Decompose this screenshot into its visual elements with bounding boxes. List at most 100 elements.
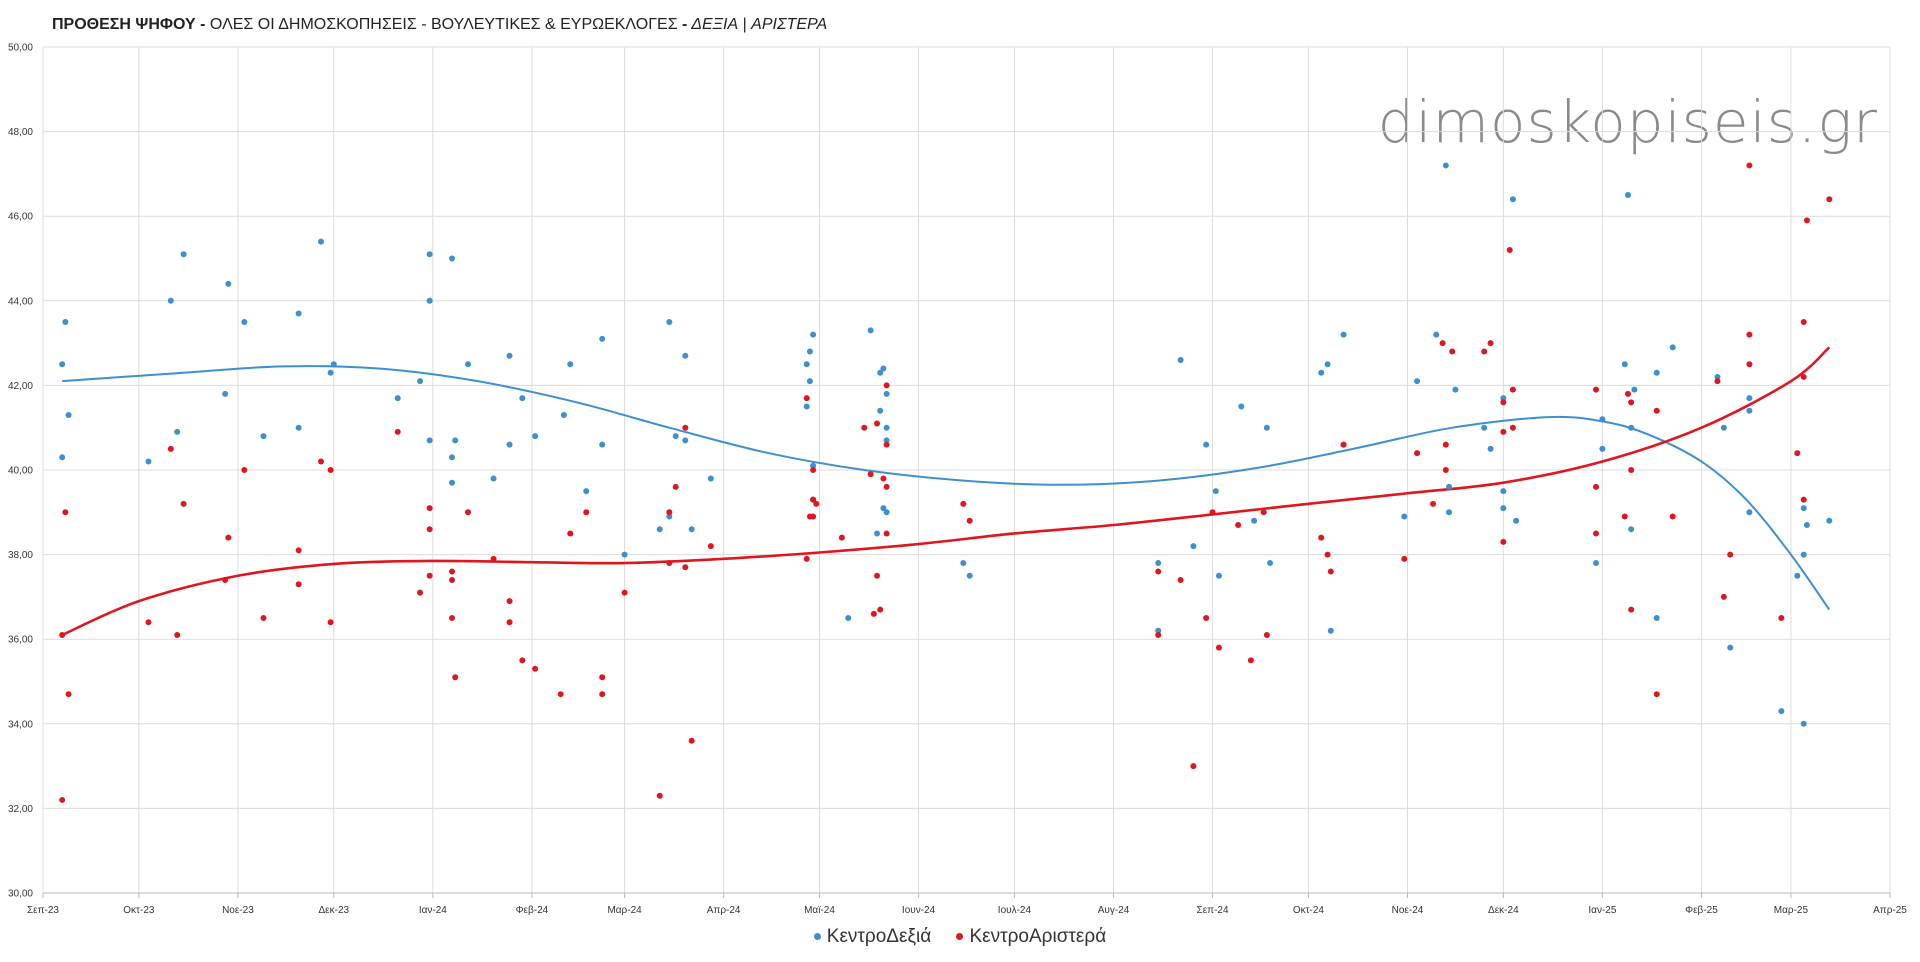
data-point-series-0	[877, 407, 884, 414]
data-point-series-1	[1177, 576, 1184, 583]
data-point-series-0	[599, 335, 606, 342]
legend-item-left: ΚεντροΑριστερά	[956, 926, 1106, 948]
data-point-series-1	[1624, 390, 1631, 397]
data-point-series-0	[1621, 361, 1628, 368]
data-point-series-1	[532, 665, 539, 672]
x-tick-label: Φεβ-24	[516, 905, 549, 916]
data-point-series-0	[1720, 424, 1727, 431]
data-point-series-1	[1800, 496, 1807, 503]
x-tick-label: Ιαν-24	[419, 905, 447, 916]
data-point-series-0	[1631, 386, 1638, 393]
data-point-series-1	[260, 615, 267, 622]
data-point-series-0	[1155, 560, 1162, 567]
data-point-series-0	[707, 475, 714, 482]
x-tick-label: Σεπ-23	[27, 905, 59, 916]
data-point-series-0	[417, 378, 424, 385]
data-point-series-1	[1669, 513, 1676, 520]
data-point-series-0	[1433, 331, 1440, 338]
x-tick-label: Απρ-25	[1873, 905, 1907, 916]
data-point-series-1	[1247, 657, 1254, 664]
x-tick-label: Ιουν-24	[902, 905, 936, 916]
data-point-series-1	[1318, 534, 1325, 541]
data-point-series-0	[327, 369, 334, 376]
data-point-series-0	[1624, 192, 1631, 199]
data-point-series-1	[1593, 530, 1600, 537]
data-point-series-1	[870, 610, 877, 617]
data-point-series-0	[1203, 441, 1210, 448]
data-point-series-1	[145, 619, 152, 626]
data-point-series-1	[506, 598, 513, 605]
data-point-series-1	[1628, 467, 1635, 473]
data-point-series-1	[62, 509, 69, 516]
data-point-series-1	[867, 471, 874, 478]
data-point-series-1	[1778, 615, 1785, 622]
title-main-part: ΟΛΕΣ ΟΙ ΔΗΜΟΣΚΟΠΗΣΕΙΣ - ΒΟΥΛΕΥΤΙΚΕΣ & ΕΥ…	[205, 16, 683, 33]
x-tick-label: Δεκ-24	[1488, 905, 1519, 916]
data-point-series-1	[874, 420, 881, 427]
y-tick-label: 36,00	[8, 635, 33, 646]
x-tick-label: Ιουλ-24	[998, 905, 1032, 916]
data-point-series-0	[1487, 445, 1494, 452]
y-tick-label: 32,00	[8, 804, 33, 815]
data-point-series-1	[1190, 763, 1197, 770]
data-point-series-0	[599, 441, 606, 448]
data-point-series-0	[621, 551, 628, 558]
data-point-series-0	[567, 361, 574, 368]
data-point-series-0	[330, 361, 337, 368]
data-point-series-0	[174, 428, 181, 435]
chart-title: ΠΡΟΘΕΣΗ ΨΗΦΟΥ - ΟΛΕΣ ΟΙ ΔΗΜΟΣΚΟΠΗΣΕΙΣ - …	[52, 16, 827, 34]
data-point-series-1	[1235, 521, 1242, 528]
y-tick-label: 34,00	[8, 719, 33, 730]
y-tick-label: 40,00	[8, 466, 33, 477]
data-point-series-0	[62, 318, 69, 325]
tick-layer: 30,00 32,00 34,00 36,00 38,00 40,00 42,00 44,00…	[8, 43, 1907, 917]
data-point-series-1	[1727, 551, 1734, 558]
data-point-series-0	[490, 475, 497, 482]
data-point-series-0	[672, 433, 679, 440]
data-point-series-0	[883, 424, 890, 431]
data-point-series-1	[426, 526, 433, 533]
trendline-0	[62, 365, 1831, 611]
data-point-series-1	[1487, 340, 1494, 347]
data-point-series-0	[1190, 543, 1197, 550]
data-point-series-0	[449, 479, 456, 486]
data-point-series-0	[966, 572, 973, 579]
y-tick-label: 30,00	[8, 889, 33, 900]
data-point-series-1	[656, 792, 663, 799]
data-point-series-0	[241, 318, 248, 325]
data-point-series-1	[1621, 513, 1628, 520]
data-point-series-1	[1803, 217, 1810, 224]
data-point-series-0	[560, 412, 567, 419]
data-point-series-1	[1794, 450, 1801, 457]
data-point-series-0	[1714, 373, 1721, 380]
title-left-label: ΑΡΙΣΤΕΡΑ	[751, 16, 828, 33]
data-point-series-1	[682, 424, 689, 431]
data-point-series-1	[1506, 247, 1513, 254]
data-point-series-0	[1653, 615, 1660, 622]
data-point-series-0	[666, 513, 673, 520]
data-point-series-0	[222, 390, 229, 397]
data-point-series-1	[1324, 551, 1331, 558]
data-point-series-0	[225, 280, 232, 287]
data-point-series-0	[583, 488, 590, 495]
data-point-series-0	[1727, 644, 1734, 651]
data-point-series-1	[1209, 509, 1216, 516]
y-tick-label: 50,00	[8, 43, 33, 54]
data-point-series-1	[465, 509, 472, 516]
data-point-series-1	[1449, 348, 1456, 355]
data-point-series-0	[1500, 395, 1507, 402]
data-point-series-0	[1628, 424, 1635, 431]
data-point-series-0	[1212, 488, 1219, 495]
legend-marker-right	[813, 933, 821, 941]
data-point-series-0	[65, 412, 72, 419]
data-point-series-1	[449, 576, 456, 583]
data-point-series-1	[1414, 450, 1421, 457]
x-tick-label: Αυγ-24	[1098, 905, 1130, 916]
data-point-series-1	[1826, 196, 1833, 203]
data-point-series-1	[1500, 428, 1507, 435]
data-point-series-1	[583, 509, 590, 516]
data-point-series-1	[1720, 593, 1727, 600]
data-point-series-0	[1401, 513, 1408, 520]
data-point-series-0	[867, 327, 874, 334]
data-point-series-1	[567, 530, 574, 537]
